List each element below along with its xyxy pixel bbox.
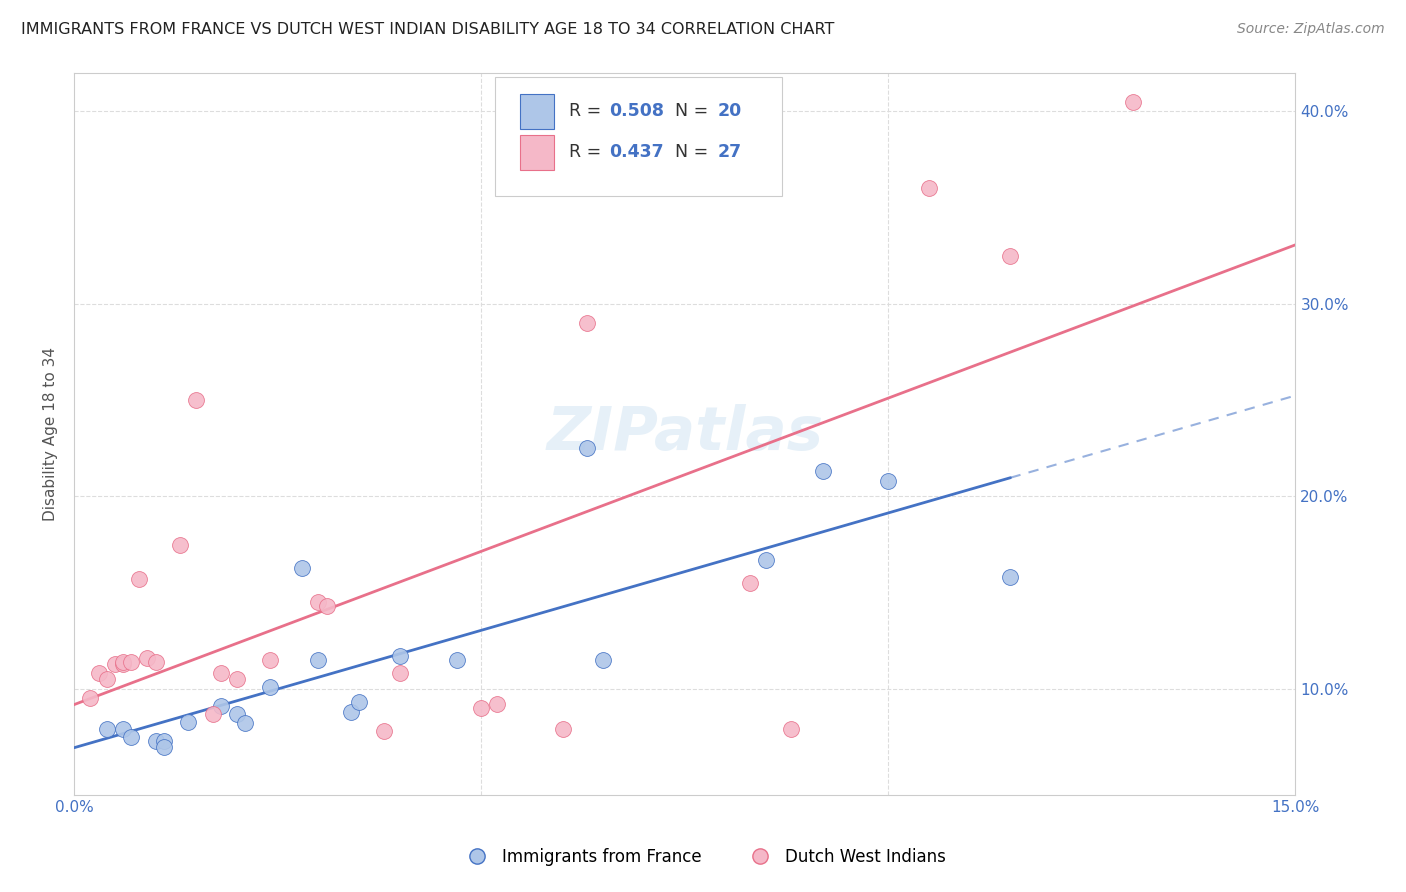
Text: Source: ZipAtlas.com: Source: ZipAtlas.com bbox=[1237, 22, 1385, 37]
Point bbox=[373, 724, 395, 739]
Point bbox=[96, 723, 118, 737]
Point bbox=[592, 653, 614, 667]
Point bbox=[226, 672, 249, 686]
Point bbox=[226, 706, 249, 721]
Point bbox=[315, 599, 337, 613]
Point bbox=[209, 666, 232, 681]
Text: IMMIGRANTS FROM FRANCE VS DUTCH WEST INDIAN DISABILITY AGE 18 TO 34 CORRELATION : IMMIGRANTS FROM FRANCE VS DUTCH WEST IND… bbox=[21, 22, 835, 37]
Y-axis label: Disability Age 18 to 34: Disability Age 18 to 34 bbox=[44, 347, 58, 521]
Point bbox=[259, 653, 281, 667]
Point bbox=[470, 701, 492, 715]
Text: 0.508: 0.508 bbox=[609, 103, 664, 120]
Point bbox=[152, 734, 174, 748]
Point bbox=[169, 537, 191, 551]
Point bbox=[259, 680, 281, 694]
Point bbox=[307, 595, 329, 609]
Point bbox=[111, 655, 134, 669]
Point bbox=[1000, 249, 1022, 263]
Text: N =: N = bbox=[664, 103, 714, 120]
Point bbox=[347, 695, 370, 709]
Text: R =: R = bbox=[569, 103, 606, 120]
Point bbox=[576, 442, 599, 456]
Point bbox=[145, 734, 167, 748]
Point bbox=[96, 672, 118, 686]
Point bbox=[111, 657, 134, 671]
Point bbox=[177, 714, 200, 729]
Point bbox=[779, 723, 801, 737]
Point bbox=[446, 653, 468, 667]
Point bbox=[576, 316, 599, 330]
FancyBboxPatch shape bbox=[520, 135, 554, 169]
Text: N =: N = bbox=[664, 144, 714, 161]
Point bbox=[128, 572, 150, 586]
Point bbox=[120, 655, 142, 669]
Legend: Immigrants from France, Dutch West Indians: Immigrants from France, Dutch West India… bbox=[454, 842, 952, 873]
Text: ZIPatlas: ZIPatlas bbox=[546, 404, 824, 463]
Point bbox=[111, 723, 134, 737]
Point bbox=[877, 474, 900, 488]
Point bbox=[104, 657, 127, 671]
Text: R =: R = bbox=[569, 144, 606, 161]
Point bbox=[209, 699, 232, 714]
FancyBboxPatch shape bbox=[495, 77, 783, 195]
Point bbox=[79, 691, 101, 706]
Text: 0.437: 0.437 bbox=[609, 144, 664, 161]
Point bbox=[918, 181, 941, 195]
Point bbox=[87, 666, 110, 681]
Point bbox=[1122, 95, 1144, 109]
Point bbox=[291, 560, 314, 574]
Point bbox=[1000, 570, 1022, 584]
Point bbox=[307, 653, 329, 667]
Text: 27: 27 bbox=[717, 144, 742, 161]
Point bbox=[186, 393, 208, 408]
Point bbox=[152, 739, 174, 754]
Point bbox=[136, 651, 159, 665]
Text: 20: 20 bbox=[717, 103, 742, 120]
Point bbox=[201, 706, 224, 721]
Point bbox=[233, 716, 256, 731]
Point bbox=[145, 655, 167, 669]
Point bbox=[388, 666, 411, 681]
Point bbox=[811, 464, 834, 478]
Point bbox=[551, 723, 574, 737]
Point bbox=[388, 649, 411, 664]
Point bbox=[755, 553, 778, 567]
Point bbox=[120, 730, 142, 744]
Point bbox=[738, 576, 761, 591]
Point bbox=[340, 705, 363, 719]
Point bbox=[486, 698, 509, 712]
FancyBboxPatch shape bbox=[520, 94, 554, 128]
